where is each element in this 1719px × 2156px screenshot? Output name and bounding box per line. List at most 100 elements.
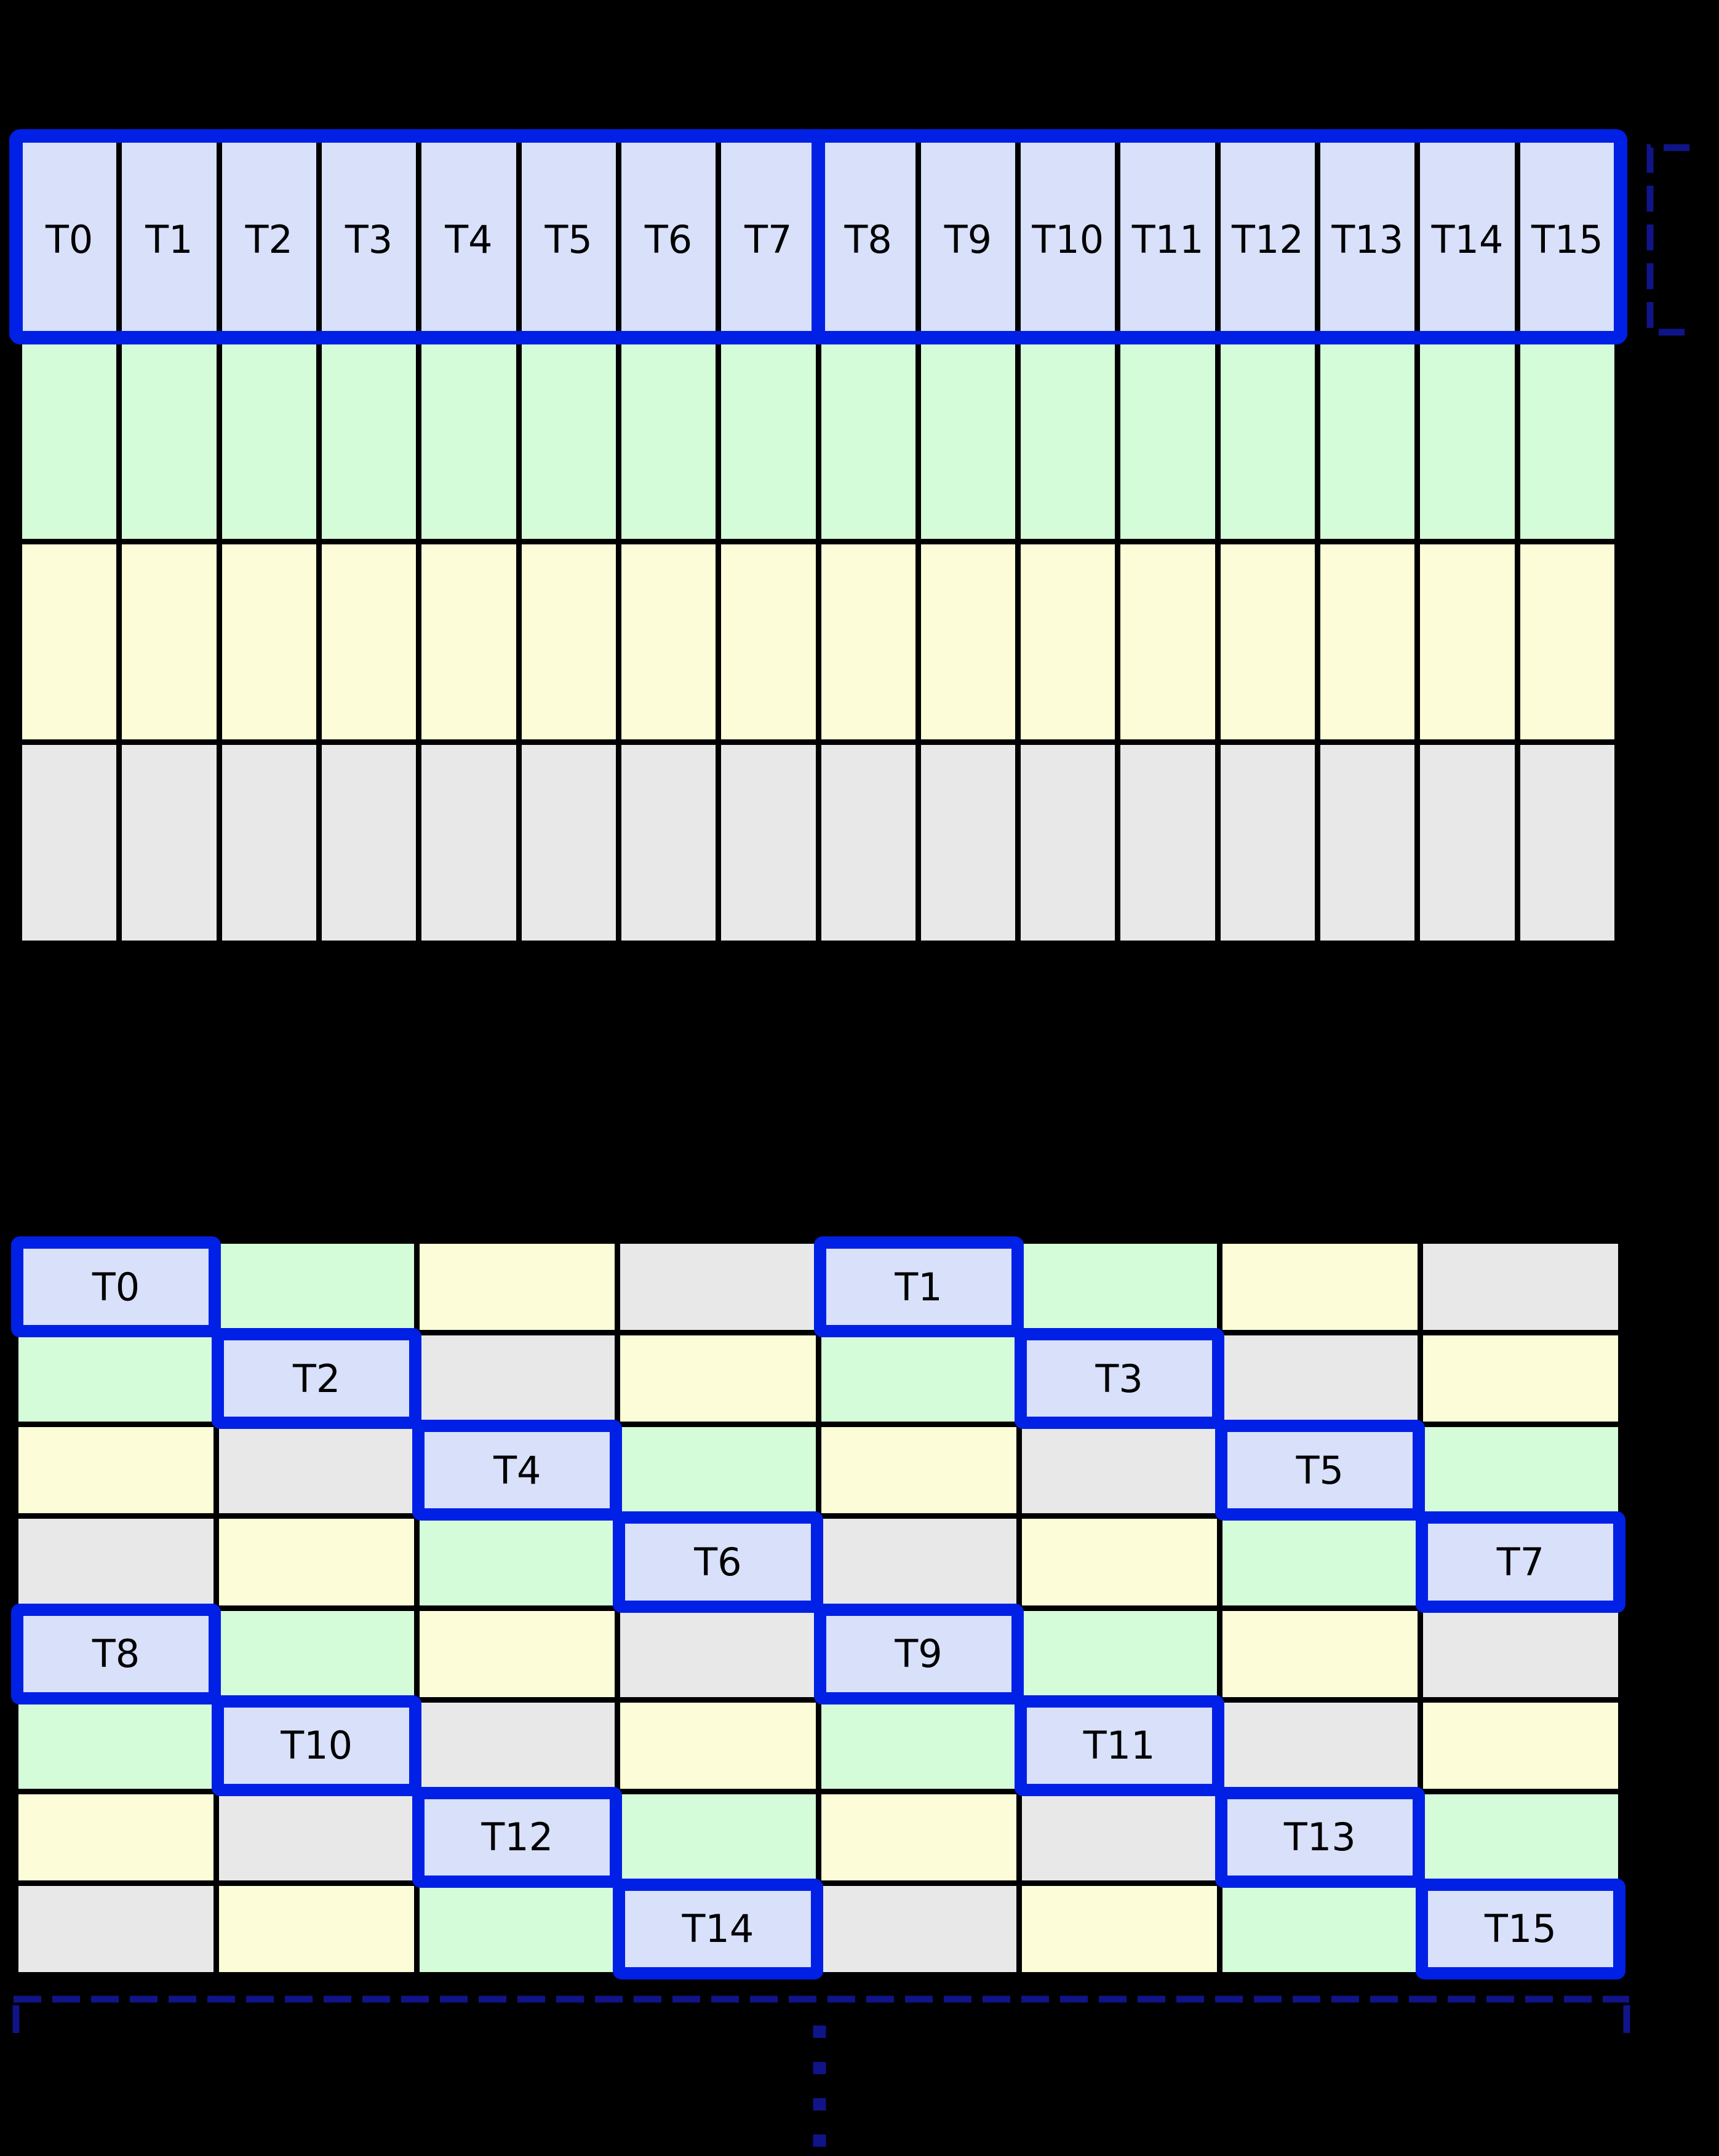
top-grid-thread-cell: T12 xyxy=(1220,142,1315,338)
bottom-grid-element-cell xyxy=(1222,1244,1418,1331)
bottom-grid-element-cell xyxy=(219,1519,415,1605)
bottom-grid-element-cell xyxy=(1222,1610,1418,1697)
bottom-grid-element-cell xyxy=(821,1335,1016,1422)
top-grid-thread-cell: T7 xyxy=(721,142,816,338)
top-grid-element-cell xyxy=(1420,544,1515,740)
top-grid-element-cell xyxy=(22,343,117,539)
top-grid-element-cell xyxy=(1420,343,1515,539)
bottom-grid-element-cell xyxy=(1422,1335,1618,1422)
top-grid-element-cell xyxy=(1520,544,1614,740)
top-grid-element-cell xyxy=(721,745,816,941)
bottom-grid-element-cell xyxy=(18,1794,214,1880)
bottom-grid-element-cell xyxy=(620,1427,816,1514)
top-grid: T0 T1 T2 T3 T4 T5 T6 T7 T8 T9 T10 T11 T12 T13 T14 T15 xyxy=(12,132,1624,950)
top-grid-element-cell xyxy=(521,544,616,740)
top-grid-element-cell xyxy=(122,343,217,539)
bottom-grid-element-cell xyxy=(620,1610,816,1697)
bottom-grid-element-cell xyxy=(420,1519,615,1605)
top-grid-element-cell xyxy=(721,544,816,740)
top-grid-element-cell xyxy=(221,745,316,941)
bottom-grid-element-cell xyxy=(1222,1427,1418,1514)
bottom-grid-element-cell xyxy=(1422,1244,1618,1331)
top-grid-element-cell xyxy=(1520,745,1614,941)
bottom-grid-element-cell xyxy=(821,1244,1016,1331)
top-grid-element-cell xyxy=(1021,544,1115,740)
bottom-grid-element-cell xyxy=(1222,1335,1418,1422)
bottom-grid-element-cell xyxy=(620,1335,816,1422)
bottom-grid-element-cell xyxy=(1021,1885,1217,1972)
bottom-grid-element-cell xyxy=(1422,1610,1618,1697)
top-grid-thread-cell: T1 xyxy=(122,142,217,338)
top-grid-element-cell xyxy=(421,745,516,941)
top-grid-element-cell xyxy=(920,343,1016,539)
top-grid-element-cell xyxy=(321,343,417,539)
bottom-grid-element-cell xyxy=(219,1885,415,1972)
bottom-grid-element-cell xyxy=(420,1702,615,1789)
bottom-grid-element-cell xyxy=(1222,1702,1418,1789)
top-grid-thread-cell: T8 xyxy=(821,142,915,338)
bottom-grid-element-cell xyxy=(420,1427,615,1514)
top-grid-thread-cell: T6 xyxy=(621,142,716,338)
top-grid-element-cell xyxy=(821,544,915,740)
top-grid-element-cell xyxy=(1320,343,1415,539)
top-grid-thread-cell: T2 xyxy=(221,142,316,338)
bottom-grid-element-cell xyxy=(1021,1244,1217,1331)
bottom-grid-element-cell xyxy=(219,1427,415,1514)
bottom-grid-element-cell xyxy=(821,1610,1016,1697)
top-grid-element-cell xyxy=(920,544,1016,740)
top-grid-element-cell xyxy=(821,745,915,941)
bottom-grid-element-cell xyxy=(1021,1335,1217,1422)
top-grid-element-cell xyxy=(1021,343,1115,539)
bottom-grid-element-cell xyxy=(420,1885,615,1972)
bottom-grid-element-cell xyxy=(420,1244,615,1331)
bottom-grid-element-cell xyxy=(620,1519,816,1605)
top-grid-element-cell xyxy=(621,745,716,941)
bottom-grid-element-cell xyxy=(18,1244,214,1331)
bottom-grid-element-cell xyxy=(620,1244,816,1331)
top-grid-element-cell xyxy=(821,343,915,539)
top-grid-thread-cell: T9 xyxy=(920,142,1016,338)
top-grid-element-cell xyxy=(1220,544,1315,740)
top-grid-element-cell xyxy=(621,544,716,740)
top-grid-thread-cell: T4 xyxy=(421,142,516,338)
bottom-grid-element-cell xyxy=(18,1427,214,1514)
top-grid-element-cell xyxy=(1021,745,1115,941)
top-grid-element-cell xyxy=(1120,343,1215,539)
top-grid-element-cell xyxy=(1220,343,1315,539)
top-grid-element-cell xyxy=(1320,745,1415,941)
bottom-grid-element-cell xyxy=(18,1885,214,1972)
top-grid-element-cell xyxy=(122,544,217,740)
top-grid-thread-cell: T10 xyxy=(1021,142,1115,338)
bottom-grid-element-cell xyxy=(1021,1794,1217,1880)
bottom-grid-element-cell xyxy=(420,1610,615,1697)
bottom-grid-element-cell xyxy=(1422,1702,1618,1789)
bottom-grid-element-cell xyxy=(1222,1885,1418,1972)
top-grid-element-cell xyxy=(221,544,316,740)
bottom-grid-element-cell xyxy=(821,1794,1016,1880)
top-grid-element-cell xyxy=(421,544,516,740)
bottom-grid-element-cell xyxy=(219,1702,415,1789)
top-grid-thread-cell: T0 xyxy=(22,142,117,338)
top-grid-thread-cell: T15 xyxy=(1520,142,1614,338)
top-grid-element-cell xyxy=(321,745,417,941)
top-grid-element-cell xyxy=(1120,745,1215,941)
bottom-grid-element-cell xyxy=(219,1335,415,1422)
top-grid-element-cell xyxy=(22,745,117,941)
top-grid-element-cell xyxy=(122,745,217,941)
top-grid-element-cell xyxy=(721,343,816,539)
bottom-grid-element-cell xyxy=(1422,1427,1618,1514)
bottom-grid-element-cell xyxy=(219,1610,415,1697)
bottom-grid-element-cell xyxy=(1422,1885,1618,1972)
bottom-grid-element-cell xyxy=(18,1335,214,1422)
top-grid-thread-cell: T5 xyxy=(521,142,616,338)
bottom-grid-element-cell xyxy=(821,1702,1016,1789)
bottom-grid-element-cell xyxy=(18,1702,214,1789)
bottom-grid-element-cell xyxy=(1422,1794,1618,1880)
bottom-grid-element-cell xyxy=(1422,1519,1618,1605)
bottom-grid-element-cell xyxy=(620,1885,816,1972)
top-grid-element-cell xyxy=(321,544,417,740)
bottom-grid-element-cell xyxy=(1021,1519,1217,1605)
bottom-grid-element-cell xyxy=(620,1794,816,1880)
bottom-grid xyxy=(12,1238,1624,1978)
